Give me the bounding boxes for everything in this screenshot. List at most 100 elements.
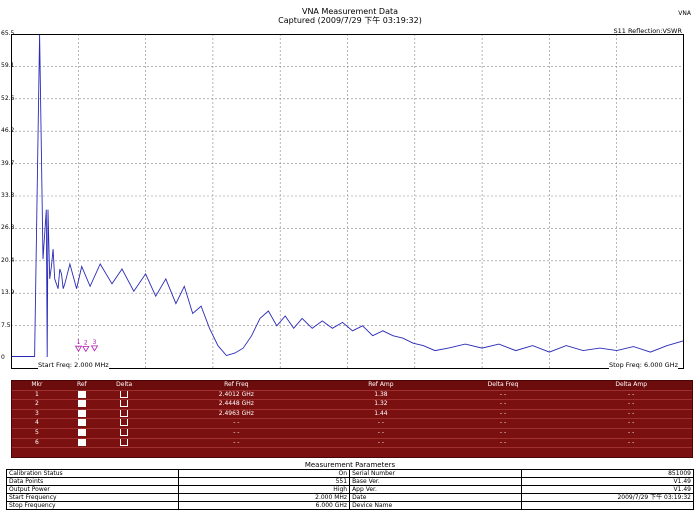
ref-freq: - -: [233, 438, 240, 446]
marker-1-triangle: [74, 345, 83, 352]
param-label: Data Points: [6, 477, 179, 486]
marker-row: 5 - - - - - - - -: [12, 428, 692, 439]
params-table: Calibration Status On Serial Number 851009 D…: [6, 469, 695, 510]
param-value: On: [177, 469, 351, 478]
report-title: VNA Measurement Data: [301, 7, 399, 16]
ref-checkbox[interactable]: [77, 428, 86, 436]
param-label: Calibration Status: [6, 469, 179, 478]
col-delta: Delta: [116, 381, 133, 388]
start-freq-label: Start Freq: 2.000 MHz: [38, 361, 109, 369]
ref-checkbox[interactable]: [77, 390, 86, 398]
y-tick-label: 46.2: [1, 127, 15, 135]
marker-2-label: 2: [84, 339, 88, 346]
ref-cell: [62, 428, 102, 438]
marker-number: 6: [35, 438, 39, 446]
y-tick-label: 13.9: [1, 289, 15, 297]
ref-amp: 1.44: [374, 409, 388, 417]
delta-amp: - -: [628, 409, 635, 417]
plot-frame: [11, 34, 684, 369]
param-label: Serial Number: [349, 469, 522, 478]
param-value: [520, 501, 695, 510]
params-row: Data Points 551 Base Ver. V1.49: [6, 477, 695, 486]
ref-cell: [62, 409, 102, 419]
marker-number: 2: [35, 400, 39, 408]
col-ref: Ref: [76, 381, 87, 388]
delta-checkbox[interactable]: [120, 438, 129, 446]
vswr-trace-line: [11, 33, 685, 358]
captured-timestamp: Captured (2009/7/29 下午 03:19:32): [278, 16, 422, 25]
param-value: V1.49: [520, 485, 695, 494]
delta-cell: [102, 438, 147, 448]
delta-checkbox[interactable]: [120, 400, 129, 408]
y-tick-label: 52.6: [1, 94, 15, 102]
param-value: 2.000 MHz: [177, 493, 351, 502]
col-delta-amp: Delta Amp: [615, 381, 648, 388]
marker-3-label: 3: [93, 339, 97, 346]
marker-table: Mkr Ref Delta Ref Freq Ref Amp Delta Fre…: [11, 380, 693, 458]
param-value: 6.000 GHz: [177, 501, 351, 510]
stop-freq-label: Stop Freq: 6.000 GHz: [608, 361, 678, 369]
param-value: V1.49: [520, 477, 695, 486]
y-tick-label: 39.7: [1, 159, 15, 167]
param-value: 851009: [520, 469, 695, 478]
y-tick-label: 33.3: [1, 192, 15, 199]
marker-number: 5: [35, 428, 39, 436]
ref-checkbox[interactable]: [77, 409, 86, 417]
marker-row: 3 2.4963 GHz 1.44 - - - -: [12, 409, 692, 420]
delta-checkbox[interactable]: [120, 428, 129, 436]
delta-freq: - -: [499, 400, 507, 408]
delta-freq: - -: [499, 409, 507, 417]
param-label: Stop Frequency: [6, 501, 179, 510]
chart-trace: [11, 33, 685, 358]
y-tick-label: 59.1: [1, 62, 15, 70]
params-row: Calibration Status On Serial Number 851009: [6, 469, 695, 478]
ref-checkbox[interactable]: [77, 419, 86, 427]
delta-amp: - -: [628, 419, 635, 427]
brand-label: VNA: [678, 10, 691, 17]
ref-checkbox[interactable]: [77, 400, 86, 408]
col-delta-freq: Delta Freq: [487, 381, 519, 388]
delta-freq: - -: [499, 428, 507, 436]
param-value: 2009/7/29 下午 03:19:32: [520, 493, 695, 502]
delta-amp: - -: [628, 390, 635, 398]
ref-checkbox[interactable]: [77, 438, 86, 446]
ref-freq: 2.4012 GHz: [218, 390, 254, 398]
param-value: High: [177, 485, 351, 494]
marker-2-triangle: [82, 346, 90, 353]
delta-cell: [102, 390, 147, 400]
marker-row: 6 - - - - - - - -: [12, 438, 692, 449]
measurement-parameters: Measurement Parameters Calibration Statu…: [6, 461, 695, 510]
ref-freq: - -: [233, 419, 240, 427]
ref-amp: - -: [377, 428, 385, 436]
ref-freq: 2.4963 GHz: [218, 409, 254, 417]
col-ref-amp: Ref Amp: [368, 381, 394, 388]
ref-freq: - -: [233, 428, 240, 436]
marker-number: 1: [35, 390, 39, 398]
delta-amp: - -: [628, 428, 635, 436]
delta-checkbox[interactable]: [120, 419, 129, 427]
chart-grid: [11, 34, 684, 368]
marker-table-header: Mkr Ref Delta Ref Freq Ref Amp Delta Fre…: [12, 381, 692, 391]
marker-row: 1 2.4012 GHz 1.38 - - - -: [12, 390, 692, 401]
delta-checkbox[interactable]: [120, 390, 129, 398]
ref-amp: - -: [377, 419, 385, 427]
delta-freq: - -: [499, 419, 507, 427]
param-value: 551: [177, 477, 351, 486]
param-label: Device Name: [349, 501, 522, 510]
marker-number: 4: [35, 419, 39, 427]
y-tick-label: 65.5: [1, 30, 15, 37]
ref-freq: 2.4448 GHz: [218, 400, 254, 408]
param-label: App Ver.: [349, 485, 522, 494]
delta-cell: [102, 428, 147, 438]
delta-amp: - -: [628, 400, 635, 408]
col-mkr: Mkr: [31, 381, 43, 388]
y-tick-label: 0: [1, 354, 5, 361]
delta-checkbox[interactable]: [120, 409, 129, 417]
marker-1-label: 1: [77, 339, 81, 346]
y-tick-label: 26.8: [1, 224, 15, 232]
ref-cell: [62, 438, 102, 448]
delta-freq: - -: [499, 438, 507, 446]
measurement-mode-label: S11 Reflection:VSWR: [613, 27, 682, 35]
